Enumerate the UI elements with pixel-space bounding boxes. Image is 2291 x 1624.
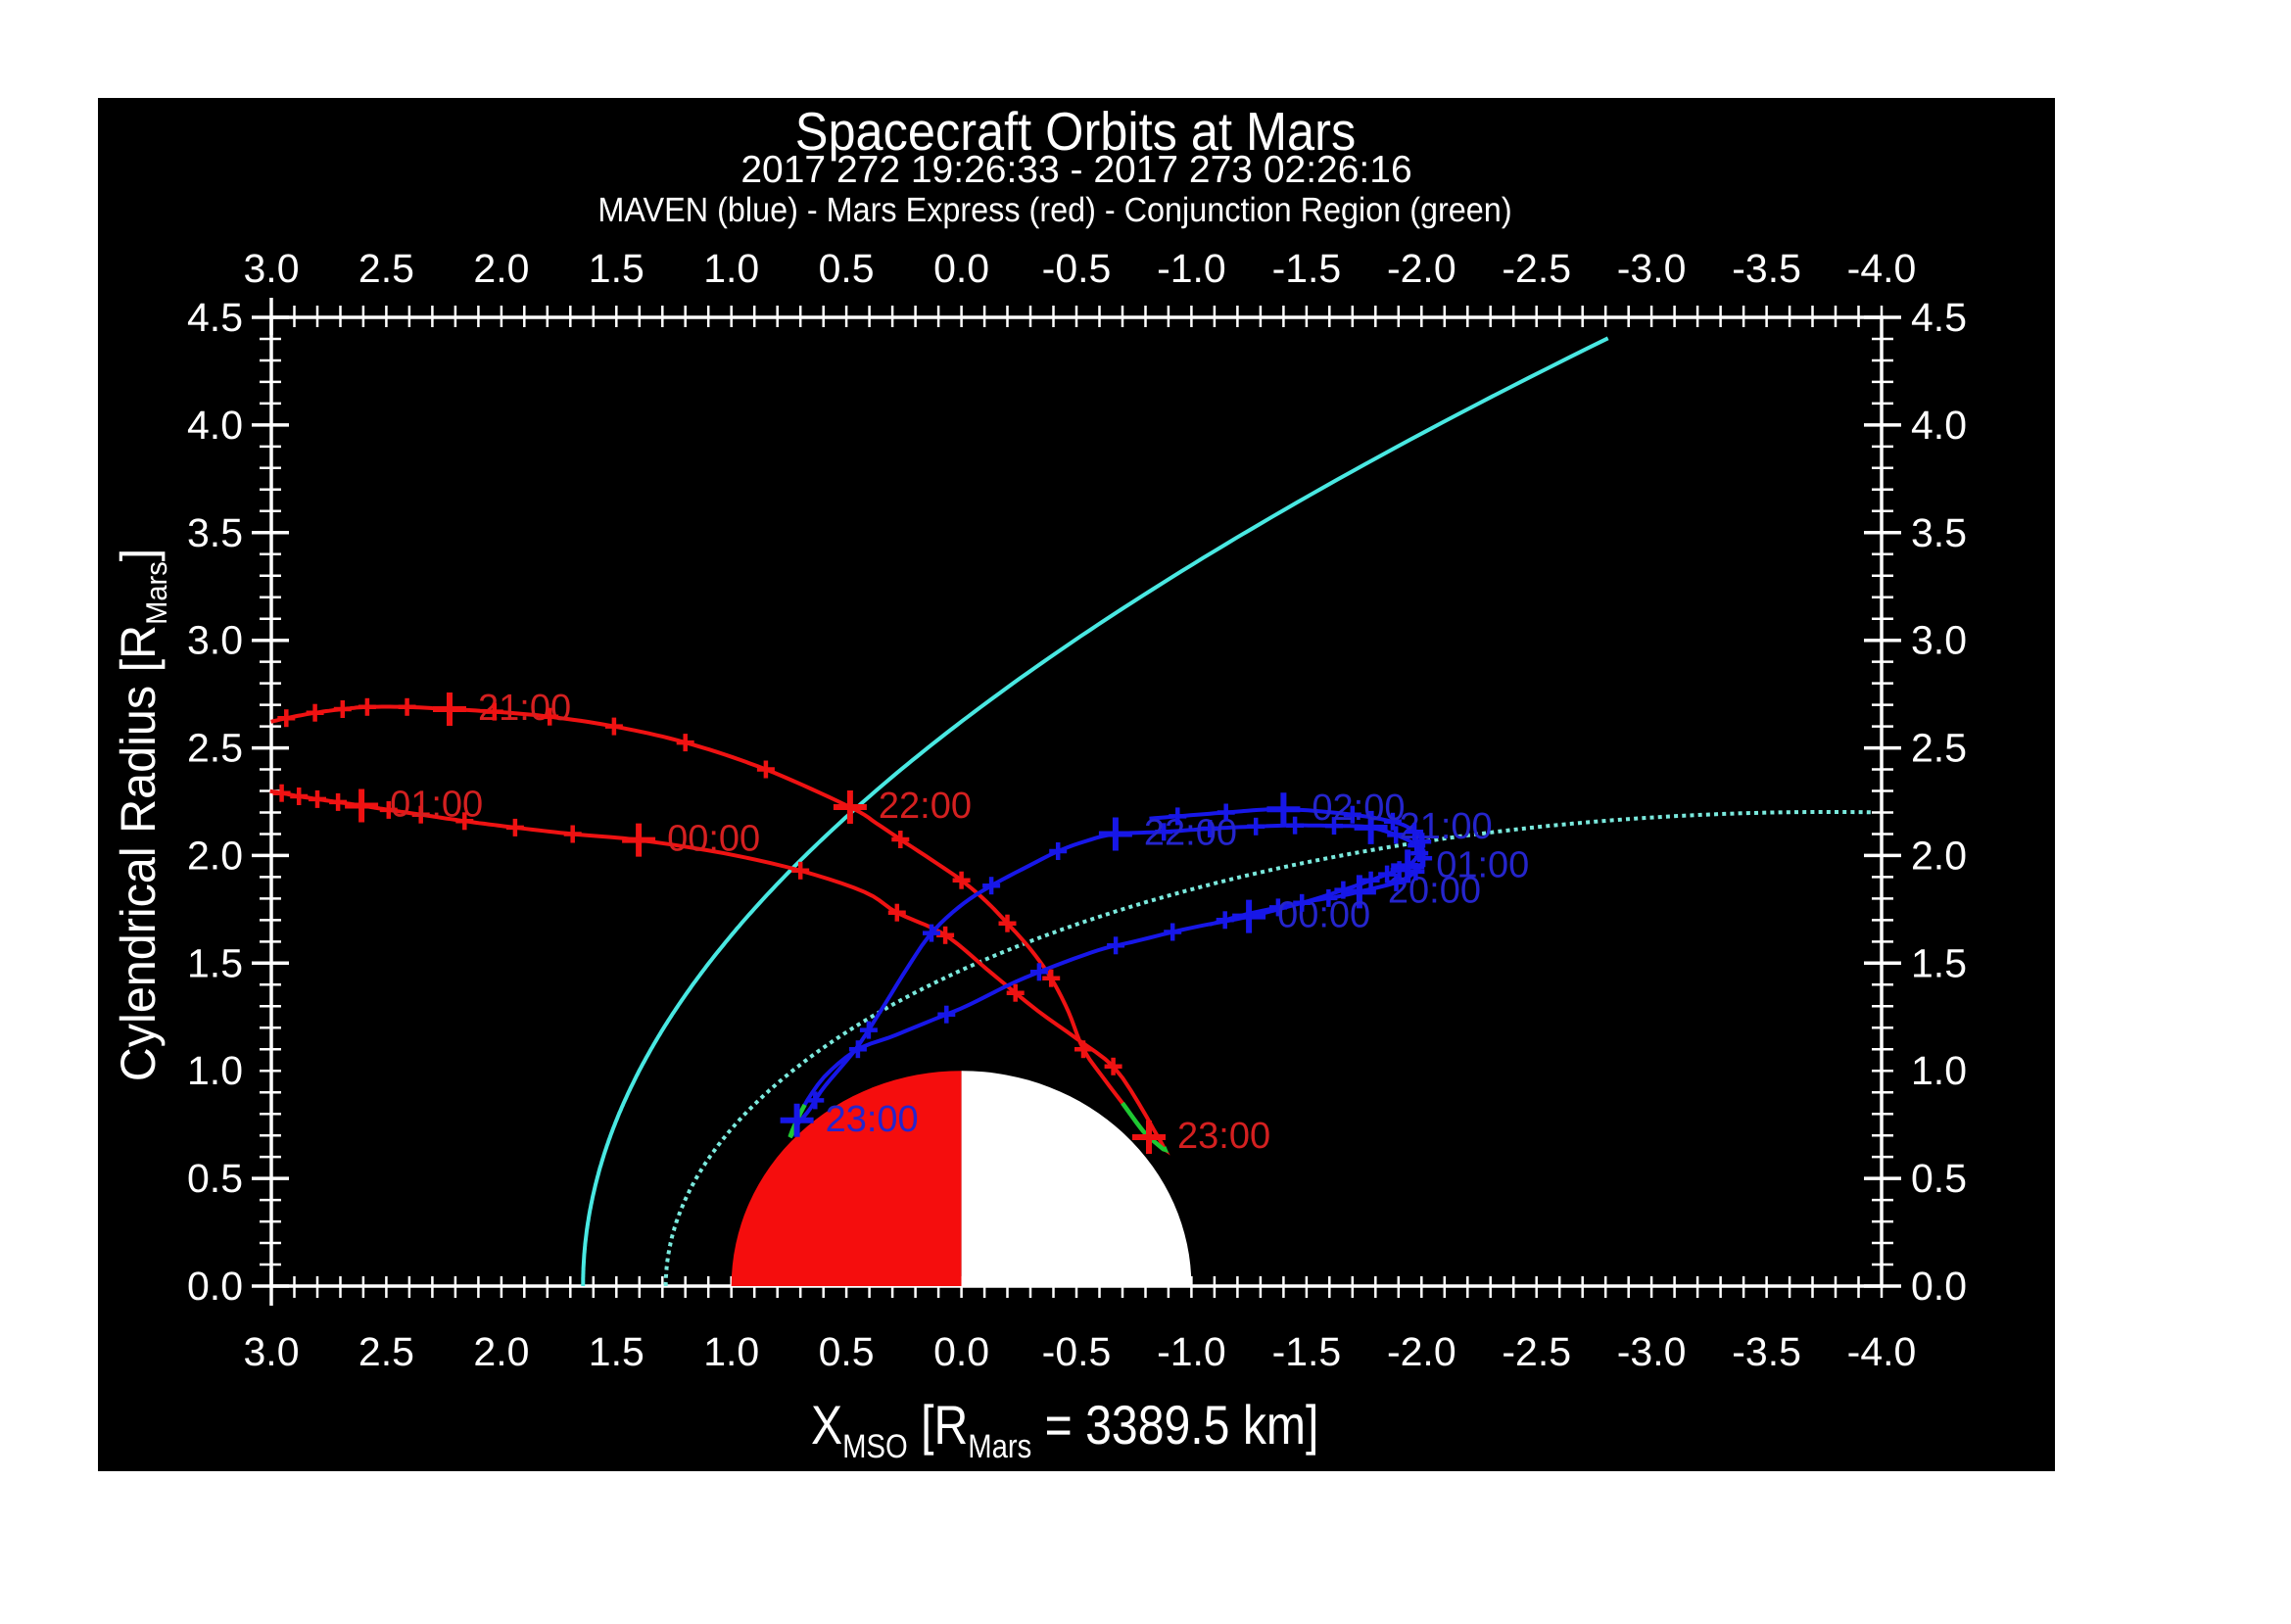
svg-text:-0.5: -0.5 [1042, 1329, 1112, 1374]
svg-text:3.0: 3.0 [187, 618, 243, 663]
svg-text:01:00: 01:00 [1436, 844, 1529, 885]
svg-text:22:00: 22:00 [1144, 813, 1237, 854]
svg-text:3.0: 3.0 [244, 1329, 300, 1374]
svg-text:2017 272 19:26:33 - 2017 273 0: 2017 272 19:26:33 - 2017 273 02:26:16 [740, 149, 1411, 191]
svg-text:4.5: 4.5 [1911, 295, 1967, 340]
svg-text:0.5: 0.5 [1911, 1156, 1967, 1201]
svg-text:3.5: 3.5 [187, 510, 243, 555]
svg-text:22:00: 22:00 [879, 786, 972, 827]
svg-text:1.5: 1.5 [1911, 940, 1967, 985]
svg-text:-2.5: -2.5 [1502, 246, 1571, 291]
svg-text:2.0: 2.0 [1911, 833, 1967, 878]
svg-text:1.5: 1.5 [589, 246, 644, 291]
svg-text:-3.5: -3.5 [1732, 1329, 1801, 1374]
svg-text:00:00: 00:00 [667, 819, 760, 860]
svg-text:2.5: 2.5 [187, 726, 243, 771]
svg-text:1.5: 1.5 [187, 940, 243, 985]
svg-text:-2.0: -2.0 [1387, 1329, 1456, 1374]
svg-text:2.5: 2.5 [1911, 726, 1967, 771]
svg-text:2.0: 2.0 [473, 246, 529, 291]
svg-text:1.5: 1.5 [589, 1329, 644, 1374]
svg-text:0.0: 0.0 [933, 246, 989, 291]
svg-text:0.5: 0.5 [819, 246, 875, 291]
svg-text:MAVEN (blue) - Mars Express (r: MAVEN (blue) - Mars Express (red) - Conj… [597, 191, 1511, 229]
svg-text:3.0: 3.0 [244, 246, 300, 291]
svg-text:1.0: 1.0 [187, 1048, 243, 1093]
svg-text:-1.0: -1.0 [1157, 1329, 1226, 1374]
svg-text:-4.0: -4.0 [1847, 1329, 1917, 1374]
svg-text:2.5: 2.5 [358, 246, 414, 291]
svg-text:1.0: 1.0 [703, 246, 759, 291]
svg-text:3.5: 3.5 [1911, 510, 1967, 555]
svg-text:Cylendrical Radius [RMars]: Cylendrical Radius [RMars] [111, 549, 173, 1081]
svg-text:-4.0: -4.0 [1847, 246, 1917, 291]
svg-text:4.0: 4.0 [1911, 403, 1967, 448]
svg-text:4.5: 4.5 [187, 295, 243, 340]
svg-text:0.0: 0.0 [1911, 1264, 1967, 1309]
svg-text:-1.0: -1.0 [1157, 246, 1226, 291]
svg-text:4.0: 4.0 [187, 403, 243, 448]
svg-text:-3.5: -3.5 [1732, 246, 1801, 291]
svg-text:0.0: 0.0 [933, 1329, 989, 1374]
svg-text:2.0: 2.0 [473, 1329, 529, 1374]
svg-text:3.0: 3.0 [1911, 618, 1967, 663]
svg-text:02:00: 02:00 [1312, 788, 1405, 829]
svg-text:2.5: 2.5 [358, 1329, 414, 1374]
svg-text:21:00: 21:00 [478, 688, 571, 729]
svg-text:-3.0: -3.0 [1617, 246, 1687, 291]
svg-text:-2.5: -2.5 [1502, 1329, 1571, 1374]
svg-text:0.5: 0.5 [187, 1156, 243, 1201]
svg-text:-2.0: -2.0 [1387, 246, 1456, 291]
svg-text:2.0: 2.0 [187, 833, 243, 878]
svg-text:23:00: 23:00 [1177, 1116, 1270, 1157]
svg-text:20:00: 20:00 [1388, 870, 1481, 911]
svg-text:1.0: 1.0 [703, 1329, 759, 1374]
svg-text:-1.5: -1.5 [1272, 1329, 1342, 1374]
svg-text:0.5: 0.5 [819, 1329, 875, 1374]
svg-text:Spacecraft Orbits at Mars: Spacecraft Orbits at Mars [795, 101, 1356, 162]
svg-text:23:00: 23:00 [826, 1099, 919, 1140]
svg-text:00:00: 00:00 [1277, 895, 1370, 936]
svg-text:0.0: 0.0 [187, 1264, 243, 1309]
svg-text:1.0: 1.0 [1911, 1048, 1967, 1093]
svg-text:01:00: 01:00 [390, 785, 483, 826]
svg-text:-0.5: -0.5 [1042, 246, 1112, 291]
svg-text:-1.5: -1.5 [1272, 246, 1342, 291]
svg-text:-3.0: -3.0 [1617, 1329, 1687, 1374]
